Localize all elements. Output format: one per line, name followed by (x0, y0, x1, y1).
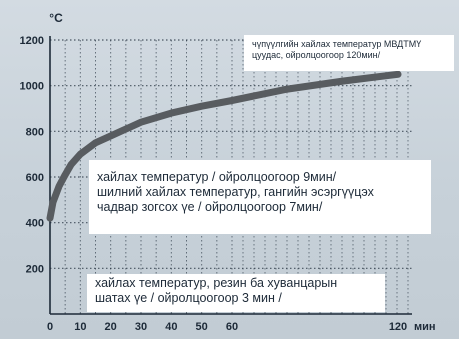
x-tick-label: 20 (105, 321, 117, 333)
x-tick-label: 0 (47, 321, 53, 333)
y-unit-label: °C (49, 11, 63, 25)
x-tick-label: 50 (196, 321, 208, 333)
y-tick-label: 800 (26, 126, 44, 138)
x-tick-label: 40 (165, 321, 177, 333)
x-tick-label: 120 (389, 321, 407, 333)
x-tick-label: 30 (135, 321, 147, 333)
y-tick-label: 1200 (20, 35, 44, 47)
y-tick-label: 600 (26, 172, 44, 184)
y-tick-label: 400 (26, 218, 44, 230)
y-tick-label: 200 (26, 263, 44, 275)
x-unit-label: мин (414, 321, 436, 333)
x-tick-label: 10 (74, 321, 86, 333)
annotation-middle: хайлах температур / ойролцоогоор 9мин/ ш… (89, 160, 431, 234)
annotation-top-line1: чүпүүлгийн хайлах температур МВДТМҮ (252, 39, 422, 49)
annotation-bottom: хайлах температур, резин ба хуванцарын ш… (87, 274, 385, 312)
annotation-middle-line3: чадвар зогсох үе / ойролцоогоор 7мин/ (97, 200, 323, 214)
annotation-bottom-line2: шатах үе / ойролцоогоор 3 мин / (95, 291, 282, 305)
annotation-bottom-line1: хайлах температур, резин ба хуванцарын (95, 276, 338, 290)
annotation-top-line2: цуудас, ойролцоогоор 120мин/ (252, 49, 381, 60)
annotation-top: чүпүүлгийн хайлах температур МВДТМҮ цууд… (244, 35, 454, 71)
temperature-curve (46, 70, 402, 222)
annotation-middle-line2: шилний хайлах температур, гангийн эсэргү… (97, 185, 374, 199)
y-tick-label: 1000 (20, 81, 44, 93)
x-tick-label: 60 (226, 321, 238, 333)
annotation-middle-line1: хайлах температур / ойролцоогоор 9мин/ (97, 170, 337, 184)
